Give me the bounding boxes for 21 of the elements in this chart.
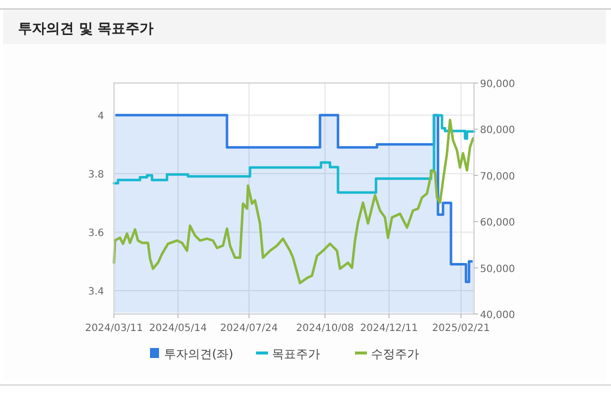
legend-label: 투자의견(좌) — [164, 347, 234, 361]
x-tick-label: 2024/05/14 — [149, 323, 207, 334]
y2-tick-label: 80,000 — [480, 125, 515, 136]
x-tick-label: 2024/07/24 — [220, 323, 278, 334]
chart-title: 투자의견 및 목표주가 — [18, 21, 154, 37]
x-tick-label: 2024/03/11 — [85, 323, 143, 334]
y2-tick-label: 90,000 — [480, 79, 515, 90]
y-tick-label: 3.4 — [88, 286, 104, 298]
x-tick-label: 2025/02/21 — [432, 323, 490, 334]
y2-tick-label: 40,000 — [480, 310, 515, 321]
y2-tick-label: 50,000 — [480, 264, 515, 275]
y-tick-label: 4 — [98, 111, 104, 122]
legend-label: 수정주가 — [371, 347, 419, 361]
y2-tick-label: 60,000 — [480, 218, 515, 229]
x-tick-label: 2024/10/08 — [296, 323, 354, 334]
y2-tick-label: 70,000 — [480, 171, 515, 182]
x-tick-label: 2024/12/11 — [360, 323, 418, 334]
legend-label: 목표주가 — [272, 347, 320, 361]
y-tick-label: 3.8 — [88, 170, 104, 181]
line-series — [112, 118, 474, 284]
y-tick-label: 3.6 — [88, 228, 104, 240]
